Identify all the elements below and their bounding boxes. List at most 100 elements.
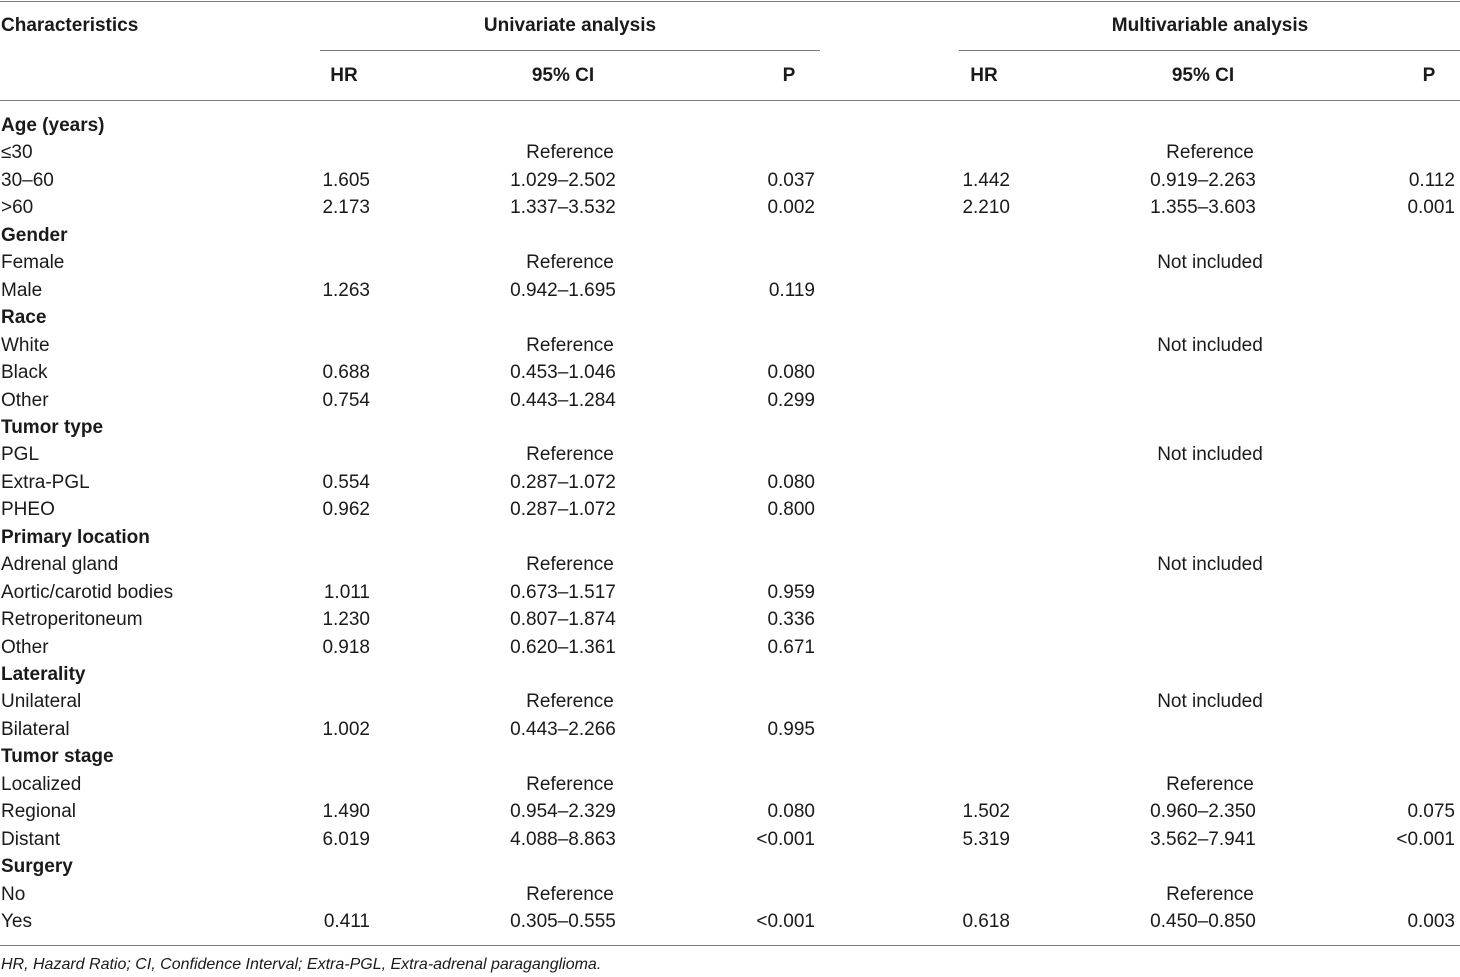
row-label: Adrenal gland: [1, 554, 119, 575]
cell-multi-ref: Reference: [1166, 142, 1254, 163]
cell-multi-ci: 0.450–0.850: [1150, 911, 1256, 932]
row-label: Other: [1, 390, 49, 411]
cell-multi-p: <0.001: [1396, 829, 1455, 850]
cell-multi-hr: 2.210: [962, 197, 1010, 218]
cell-uni-hr: 0.962: [322, 499, 370, 520]
cell-uni-hr: 1.011: [323, 582, 370, 603]
row-label: Regional: [1, 801, 76, 822]
cell-uni-ci: 1.029–2.502: [510, 170, 616, 191]
cell-uni-ref: Reference: [526, 774, 614, 795]
header-uni-hr: HR: [330, 65, 358, 86]
header-uni-p: P: [782, 65, 796, 86]
cell-multi-hr: 5.319: [962, 829, 1010, 850]
cell-uni-ci: 0.954–2.329: [510, 801, 616, 822]
cell-uni-ci: 0.443–2.266: [510, 719, 616, 740]
cell-uni-p: 0.671: [767, 637, 815, 658]
cell-uni-ci: 0.942–1.695: [510, 280, 616, 301]
cell-uni-p: 0.080: [767, 472, 815, 493]
cell-multi-p: 0.003: [1407, 911, 1455, 932]
row-label: Retroperitoneum: [1, 609, 143, 630]
group-heading: Gender: [1, 225, 68, 246]
cell-uni-ref: Reference: [526, 554, 614, 575]
cell-uni-hr: 1.490: [322, 801, 370, 822]
cell-multi-hr: 1.502: [962, 801, 1010, 822]
cell-uni-ci: 0.807–1.874: [510, 609, 616, 630]
top-rule: [0, 1, 1460, 2]
group-heading: Surgery: [1, 856, 73, 877]
bottom-rule: [0, 945, 1460, 946]
univariate-underline: [320, 50, 820, 51]
cell-uni-ref: Reference: [526, 252, 614, 273]
row-label: Bilateral: [1, 719, 70, 740]
group-heading: Tumor stage: [1, 746, 114, 767]
cell-multi-ci: 0.960–2.350: [1150, 801, 1256, 822]
cell-uni-ref: Reference: [526, 884, 614, 905]
cell-uni-p: <0.001: [756, 829, 815, 850]
cell-multi-ref: Reference: [1166, 774, 1254, 795]
row-label: 30–60: [1, 170, 54, 191]
header-characteristics: Characteristics: [1, 15, 139, 36]
cell-uni-p: 0.080: [767, 801, 815, 822]
cell-uni-ci: 0.305–0.555: [510, 911, 616, 932]
cell-uni-p: 0.299: [767, 390, 815, 411]
row-label: Unilateral: [1, 691, 82, 712]
cell-multi-hr: 0.618: [962, 911, 1010, 932]
group-heading: Race: [1, 307, 47, 328]
group-heading: Laterality: [1, 664, 86, 685]
row-label: Yes: [1, 911, 32, 932]
group-heading: Tumor type: [1, 417, 104, 438]
cell-uni-p: 0.002: [767, 197, 815, 218]
cell-uni-ci: 0.453–1.046: [510, 362, 616, 383]
cell-uni-hr: 0.754: [322, 390, 370, 411]
row-label: No: [1, 884, 26, 905]
cell-multi-ref: Not included: [1157, 554, 1263, 575]
cell-uni-p: 0.037: [767, 170, 815, 191]
row-label: Male: [1, 280, 43, 301]
cell-uni-ci: 0.620–1.361: [510, 637, 616, 658]
row-label: White: [1, 335, 50, 356]
cell-uni-ci: 0.287–1.072: [510, 499, 616, 520]
cell-multi-ref: Not included: [1157, 335, 1263, 356]
row-label: PHEO: [1, 499, 55, 520]
row-label: PGL: [1, 444, 40, 465]
cell-multi-ref: Not included: [1157, 691, 1263, 712]
cell-multi-p: 0.001: [1407, 197, 1455, 218]
row-label: Other: [1, 637, 49, 658]
cell-multi-hr: 1.442: [962, 170, 1010, 191]
cell-uni-ref: Reference: [526, 142, 614, 163]
cell-uni-hr: 1.605: [322, 170, 370, 191]
header-univariate: Univariate analysis: [483, 15, 657, 36]
cell-uni-ref: Reference: [526, 444, 614, 465]
group-heading: Primary location: [1, 527, 150, 548]
cell-uni-ci: 4.088–8.863: [510, 829, 616, 850]
cell-uni-p: 0.080: [767, 362, 815, 383]
cell-uni-hr: 6.019: [322, 829, 370, 850]
row-label: Aortic/carotid bodies: [1, 582, 174, 603]
row-label: Black: [1, 362, 48, 383]
header-multi-hr: HR: [970, 65, 998, 86]
cell-uni-p: 0.336: [767, 609, 815, 630]
cell-uni-ci: 1.337–3.532: [510, 197, 616, 218]
row-label: Female: [1, 252, 65, 273]
group-heading: Age (years): [1, 115, 105, 136]
cell-uni-p: 0.995: [767, 719, 815, 740]
cell-multi-ci: 3.562–7.941: [1150, 829, 1256, 850]
row-label: Extra-PGL: [1, 472, 90, 493]
cell-multi-ci: 1.355–3.603: [1150, 197, 1256, 218]
cell-multi-p: 0.112: [1408, 170, 1455, 191]
cell-multi-ref: Not included: [1157, 444, 1263, 465]
cell-uni-hr: 0.688: [322, 362, 370, 383]
cell-uni-ref: Reference: [526, 691, 614, 712]
header-multivariable: Multivariable analysis: [1111, 15, 1309, 36]
row-label: Localized: [1, 774, 82, 795]
cell-uni-p: 0.800: [767, 499, 815, 520]
table-footnote: HR, Hazard Ratio; CI, Confidence Interva…: [1, 956, 602, 973]
cell-uni-ci: 0.443–1.284: [510, 390, 616, 411]
cell-uni-hr: 0.918: [322, 637, 370, 658]
row-label: ≤30: [1, 142, 33, 163]
cell-uni-ref: Reference: [526, 335, 614, 356]
header-multi-ci: 95% CI: [1171, 65, 1235, 86]
cell-uni-p: 0.119: [768, 280, 815, 301]
header-multi-p: P: [1422, 65, 1436, 86]
multivariable-underline: [959, 50, 1460, 51]
